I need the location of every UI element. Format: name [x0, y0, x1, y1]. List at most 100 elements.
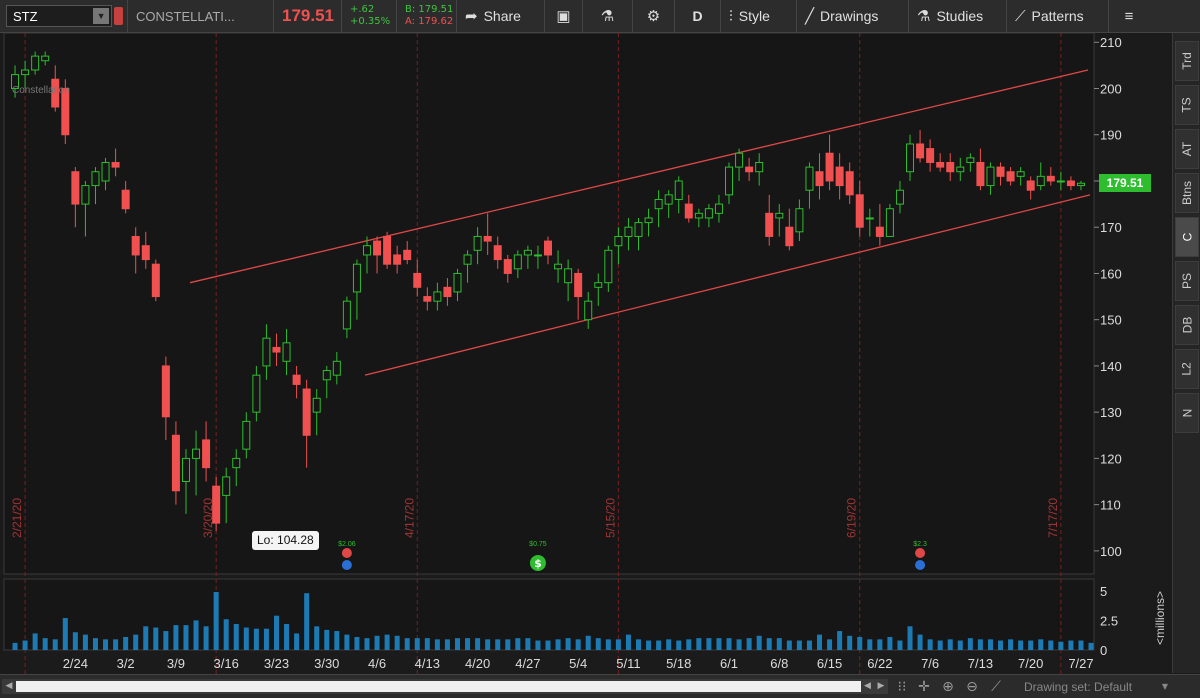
candle-body — [735, 152, 744, 168]
volume-bar — [827, 639, 833, 650]
drag-handle-icon[interactable]: ⁝⁝ — [897, 679, 907, 695]
candle-body — [41, 55, 50, 62]
candle-body — [644, 217, 653, 224]
flask-button[interactable]: ⚗ — [583, 0, 633, 33]
notes-button[interactable]: ▣ — [545, 0, 583, 33]
bid-ask-box: B: 179.51 A: 179.62 — [397, 0, 457, 33]
y-tick-label: 160 — [1100, 266, 1122, 281]
company-name: CONSTELLATI... — [128, 0, 274, 33]
crosshair-icon[interactable]: ✛ — [918, 679, 930, 695]
volume-bar — [1088, 642, 1094, 650]
volume-bar — [555, 639, 561, 650]
menu-button[interactable]: ≡ — [1109, 0, 1149, 33]
zoom-out-icon[interactable]: ⊖ — [966, 679, 978, 695]
drawings-button[interactable]: ╱ Drawings — [797, 0, 909, 33]
volume-bar — [444, 639, 450, 650]
share-button[interactable]: ➦ Share — [457, 0, 545, 33]
side-tab-ts[interactable]: TS — [1175, 85, 1199, 125]
low-price-label: Lo: 104.28 — [252, 531, 319, 550]
candle-body — [121, 189, 130, 210]
price-chart[interactable]: 2102001901801701601501401301201101002/21… — [0, 33, 1172, 674]
pattern-icon: ⟋ — [1015, 7, 1026, 25]
candle-body — [101, 161, 110, 182]
candle-body — [61, 87, 70, 136]
x-axis-label: 7/13 — [968, 656, 993, 671]
month-marker-label: 4/17/20 — [402, 498, 416, 538]
y-tick-label: 120 — [1100, 451, 1122, 466]
dividend-label: $0.75 — [529, 541, 547, 548]
horizontal-scrollbar[interactable]: ◀ ◀ ▶ — [2, 679, 888, 694]
candle-body — [232, 457, 241, 469]
volume-bar — [1058, 641, 1064, 650]
candle-body — [373, 240, 382, 256]
side-tab-trd[interactable]: Trd — [1175, 41, 1199, 81]
side-tab-label: TS — [1180, 97, 1194, 113]
volume-bar — [907, 626, 913, 650]
candle-body — [413, 272, 422, 288]
candle-body — [986, 166, 995, 187]
scroll-thumb[interactable] — [16, 681, 861, 692]
candle-body — [694, 212, 703, 219]
side-tab-ps[interactable]: PS — [1175, 261, 1199, 301]
volume-bar — [636, 639, 642, 650]
volume-bar — [686, 639, 692, 650]
studies-button[interactable]: ⚗ Studies — [909, 0, 1007, 33]
side-tab-l2[interactable]: L2 — [1175, 349, 1199, 389]
candle-body — [513, 254, 522, 270]
volume-bar — [314, 626, 320, 650]
zoom-in-icon[interactable]: ⊕ — [942, 679, 954, 695]
x-axis-label: 3/30 — [314, 656, 339, 671]
volume-bar — [967, 638, 973, 650]
volume-bar — [454, 638, 460, 650]
volume-bar — [947, 639, 953, 650]
side-tab-label: Btns — [1180, 180, 1195, 206]
candle-body — [503, 259, 512, 274]
last-price: 179.51 — [274, 0, 342, 33]
symbol-input[interactable]: STZ ▼ — [6, 5, 113, 27]
scroll-left-arrow-icon[interactable]: ◀ — [864, 681, 871, 691]
scroll-right-arrow-icon[interactable]: ▶ — [877, 681, 885, 691]
side-tab-c[interactable]: C — [1175, 217, 1199, 257]
side-tab-n[interactable]: N — [1175, 393, 1199, 433]
x-axis-label: 6/8 — [770, 656, 788, 671]
candle-body — [745, 166, 754, 173]
volume-bar — [867, 639, 873, 650]
style-button[interactable]: ⫶ Style — [721, 0, 797, 33]
candle-body — [71, 171, 80, 205]
candle-body — [483, 235, 492, 242]
magic-wand-icon[interactable]: ⟋ — [991, 679, 1001, 695]
candle-body — [393, 254, 402, 265]
x-axis-label: 4/13 — [415, 656, 440, 671]
settings-button[interactable]: ⚙ — [633, 0, 675, 33]
patterns-button[interactable]: ⟋ Patterns — [1007, 0, 1109, 33]
flask-icon: ⚗ — [600, 8, 615, 25]
volume-bar — [847, 635, 853, 650]
pencil-icon: ╱ — [805, 8, 815, 25]
drawing-set-label[interactable]: Drawing set: Default — [1024, 680, 1133, 694]
period-button[interactable]: D — [675, 0, 721, 33]
side-tab-label: DB — [1179, 316, 1194, 334]
scroll-left-arrow-icon[interactable]: ◀ — [5, 681, 13, 691]
side-tab-at[interactable]: AT — [1175, 129, 1199, 169]
candle-body — [725, 166, 734, 196]
chevron-down-icon[interactable]: ▼ — [1161, 682, 1169, 691]
chevron-down-icon[interactable]: ▼ — [93, 8, 110, 24]
candle-body — [634, 222, 643, 237]
volume-bar — [817, 634, 823, 650]
volume-bar — [354, 636, 360, 650]
x-axis-label: 2/24 — [63, 656, 88, 671]
y-tick-label: 210 — [1100, 35, 1122, 50]
side-tab-db[interactable]: DB — [1175, 305, 1199, 345]
volume-bar — [706, 638, 712, 650]
candle-body — [956, 166, 965, 173]
volume-bar — [52, 639, 58, 650]
alert-flag-icon[interactable] — [114, 7, 123, 25]
volume-bar — [525, 638, 531, 650]
net-change: +.62 — [350, 4, 375, 15]
candle-body — [584, 300, 593, 321]
volume-bar — [62, 618, 68, 650]
side-tab-btns[interactable]: Btns — [1175, 173, 1199, 213]
volume-bar — [796, 640, 802, 650]
candle-body — [574, 272, 583, 298]
volume-bar — [545, 640, 551, 650]
